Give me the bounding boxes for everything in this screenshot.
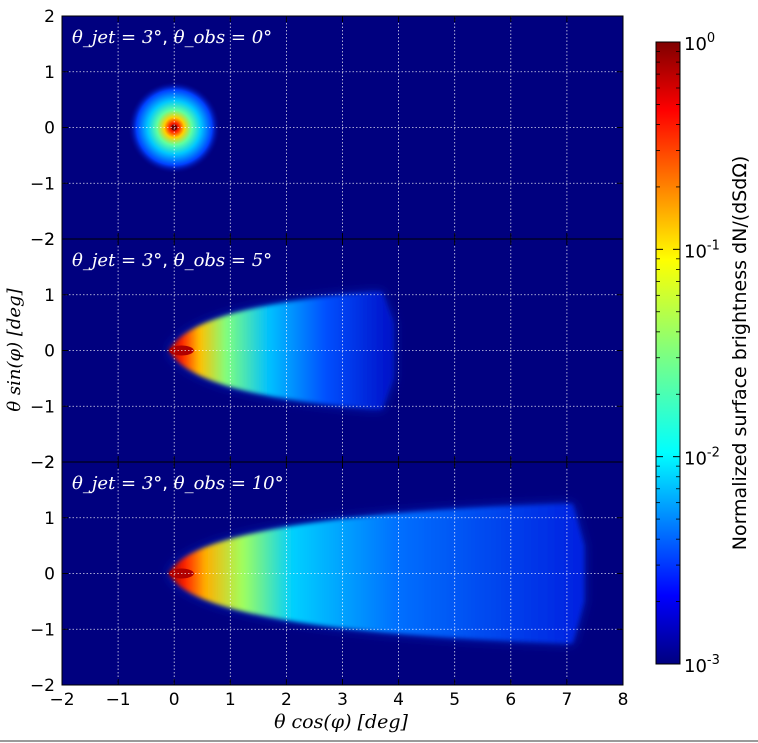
panel-3: −2 −1 0 1 2 θ_jet = 3°, θ_obs = 10°	[30, 453, 624, 696]
colorbar-tick-label: 100	[684, 31, 715, 55]
y-tick-label: 2	[44, 7, 55, 27]
x-tick-label: 8	[618, 690, 629, 710]
panel-label: θ_jet = 3°, θ_obs = 10°	[72, 473, 284, 494]
colorbar-tick-label: 10-1	[684, 238, 720, 262]
x-tick-label: 6	[505, 690, 516, 710]
y-tick-label: 0	[44, 119, 55, 139]
y-tick-label: 1	[44, 286, 55, 306]
colorbar-tick-label: 10-3	[684, 653, 720, 677]
colorbar-tick-label: 10-2	[684, 446, 720, 470]
y-tick-label: −2	[30, 676, 55, 696]
y-tick-label: −1	[30, 174, 55, 194]
y-tick-label: −2	[30, 453, 55, 473]
y-tick-label: −2	[30, 230, 55, 250]
y-tick-label: 2	[44, 230, 55, 250]
panel-label: θ_jet = 3°, θ_obs = 0°	[72, 27, 272, 48]
y-tick-label: −1	[30, 620, 55, 640]
jet-emission	[168, 291, 393, 410]
panel-1: −2 −1 0 1 2 θ_jet = 3°, θ_obs = 0°	[30, 7, 624, 250]
x-tick-label: 7	[561, 690, 572, 710]
y-tick-label: 2	[44, 453, 55, 473]
y-tick-label: 0	[44, 342, 55, 362]
jet-emission	[168, 503, 584, 644]
panels: −2 −1 0 1 2 θ_jet = 3°, θ_obs = 0° −2 −1 0 1 2 θ_je…	[30, 7, 628, 710]
panel-2: −2 −1 0 1 2 θ_jet = 3°, θ_obs = 5°	[30, 230, 624, 473]
y-tick-label: 0	[44, 565, 55, 585]
x-tick-label: 1	[225, 690, 236, 710]
panel-label: θ_jet = 3°, θ_obs = 5°	[72, 250, 272, 271]
x-tick-label: 0	[169, 690, 180, 710]
x-tick-label: 3	[337, 690, 348, 710]
x-tick-label: 2	[281, 690, 292, 710]
bottom-rule	[0, 740, 758, 742]
y-tick-label: −1	[30, 397, 55, 417]
colorbar-ticks: 100 10-1 10-2 10-3	[656, 31, 720, 677]
x-tick-label: 5	[449, 690, 460, 710]
y-tick-label: 1	[44, 63, 55, 83]
colorbar-gradient	[655, 41, 681, 665]
colorbar-label: Normalized surface brightness dN/(dSdΩ)	[729, 156, 751, 551]
y-tick-label: 1	[44, 509, 55, 529]
x-tick-label: −1	[106, 690, 131, 710]
panel-frame	[61, 461, 624, 686]
x-axis-label: θ cos(φ) [deg]	[274, 711, 408, 733]
x-tick-label: −2	[49, 690, 74, 710]
x-tick-label: 4	[393, 690, 404, 710]
y-axis-label: θ sin(φ) [deg]	[4, 287, 25, 411]
colorbar: 100 10-1 10-2 10-3 Normalized surface brigh…	[655, 31, 751, 677]
